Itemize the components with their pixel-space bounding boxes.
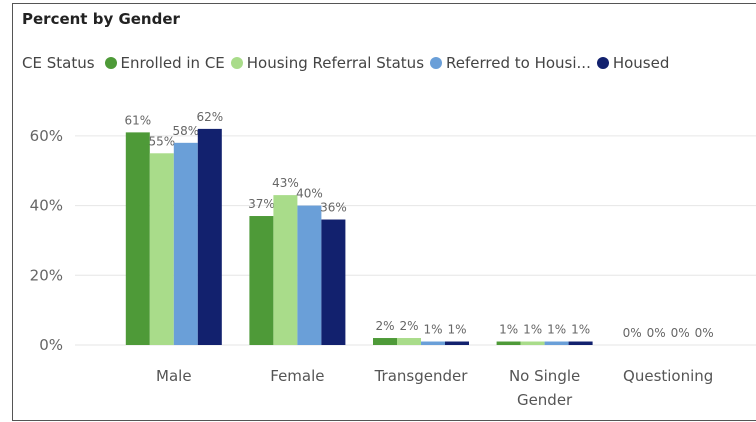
legend-label: Housing Referral Status [246,54,425,72]
data-label: 0% [623,326,642,340]
bar [421,341,445,345]
legend-label: Enrolled in CE [120,54,225,72]
legend-item: Housed [596,54,670,72]
data-label: 61% [124,113,151,127]
legend-swatch [104,57,117,69]
x-tick-label: Male [156,367,192,385]
data-label: 1% [523,323,542,337]
y-tick-label: 40% [30,197,63,215]
bar [445,341,469,345]
legend-swatch [230,57,243,69]
x-tick-label: Questioning [623,367,714,385]
data-label: 2% [399,319,418,333]
bar [544,341,569,345]
bar [273,195,298,345]
bar [297,205,322,345]
bar [173,142,198,345]
data-label: 1% [571,323,590,337]
x-tick-label: No Single Gender [508,367,581,409]
bar [568,341,593,345]
bar [249,216,274,345]
data-label: 36% [320,201,347,215]
legend: CE Status Enrolled in CE Housing Referral… [22,52,756,74]
legend-item: Referred to Housi... [430,54,591,72]
y-tick-label: 60% [30,127,63,145]
legend-label: Housed [612,54,670,72]
y-tick-label: 0% [39,336,63,354]
legend-label: Referred to Housi... [446,54,591,72]
legend-swatch [430,57,443,69]
data-label: 55% [148,134,175,148]
data-label: 40% [296,187,323,201]
data-label: 0% [647,326,666,340]
bar [125,132,150,345]
data-label: 58% [172,124,199,138]
legend-item: Enrolled in CE [104,54,225,72]
legend-swatch [596,57,609,69]
bar [373,338,397,345]
data-label: 1% [499,323,518,337]
legend-title: CE Status [22,54,95,72]
data-label: 2% [375,319,394,333]
bar [496,341,521,345]
bar [397,338,421,345]
bar [197,128,222,345]
data-label: 1% [447,323,466,337]
data-label: 1% [423,323,442,337]
data-label: 1% [547,323,566,337]
data-label: 37% [248,197,275,211]
bar [520,341,545,345]
visual-frame [12,3,756,421]
data-label: 43% [272,176,299,190]
bar [149,153,174,345]
data-label: 0% [671,326,690,340]
chart-title: Percent by Gender [22,10,180,28]
data-label: 0% [695,326,714,340]
bar [321,219,346,345]
legend-item: Housing Referral Status [230,54,425,72]
x-tick-label: Transgender [374,367,468,385]
x-tick-label: Female [270,367,325,385]
y-tick-label: 20% [30,266,63,284]
data-label: 62% [196,110,223,124]
